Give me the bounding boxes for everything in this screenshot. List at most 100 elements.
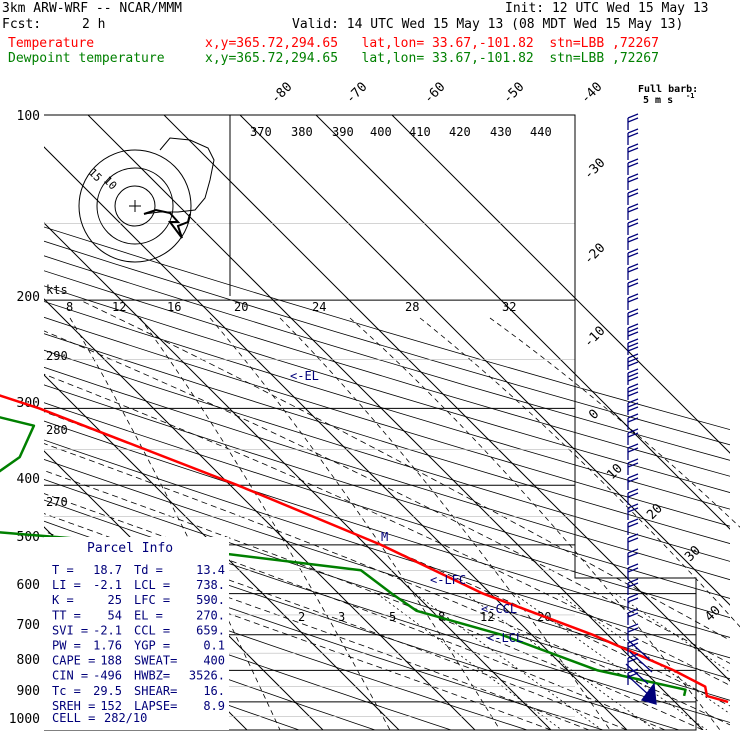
parcel-cell: 270. bbox=[196, 608, 225, 622]
dry-adiabat-310 bbox=[44, 458, 730, 680]
theta-label-410: 410 bbox=[409, 125, 431, 139]
p-label-500: 500 bbox=[17, 530, 40, 545]
wind-barb-flag bbox=[627, 612, 639, 618]
iso-label-m60: -60 bbox=[421, 80, 448, 107]
p-label-800: 800 bbox=[17, 653, 40, 668]
wind-barb-flag bbox=[627, 522, 639, 528]
parcel-cell: CIN = bbox=[52, 669, 88, 683]
parcel-cell: LI = bbox=[52, 578, 81, 592]
dewpoint-profile bbox=[0, 416, 687, 697]
wind-barb-flag bbox=[627, 402, 639, 408]
wind-barb-flag bbox=[627, 578, 639, 584]
wind-barb-flag bbox=[627, 218, 639, 224]
full-barb-label: Full barb: bbox=[638, 84, 698, 95]
parcel-cell: LFC = bbox=[134, 593, 170, 607]
wind-barb-flag bbox=[627, 597, 639, 603]
p-label-400: 400 bbox=[17, 472, 40, 487]
p-label-1000: 1000 bbox=[9, 712, 40, 727]
dry-adiabat-360 bbox=[44, 366, 730, 581]
wind-barb-flag bbox=[627, 533, 639, 539]
isotherm--20 bbox=[44, 298, 476, 730]
speed-label-16: 16 bbox=[167, 300, 181, 314]
speed-label-12: 12 bbox=[112, 300, 126, 314]
wind-barb-flag bbox=[627, 233, 639, 239]
wind-barb-flag bbox=[627, 627, 639, 633]
dry-adiabat-300 bbox=[44, 479, 730, 701]
dry-adiabat-380 bbox=[44, 333, 730, 545]
theta-label-420: 420 bbox=[449, 125, 471, 139]
parcel-info-box: Parcel Info T = 18.7 Td = 13.4 LI = -2.1 LCL =… bbox=[44, 537, 229, 730]
p-label-200: 200 bbox=[17, 290, 40, 305]
temperature-legend: Temperature bbox=[8, 36, 95, 51]
dry-adiabat-450 bbox=[44, 226, 730, 431]
wind-barb-flag bbox=[627, 132, 639, 138]
dry-adiabat-410 bbox=[44, 285, 730, 493]
wind-barb-flag bbox=[627, 503, 639, 509]
lcl-marker: <-LCL bbox=[487, 631, 523, 645]
wind-barb-flag bbox=[627, 406, 639, 412]
wind-barb-flag bbox=[627, 391, 639, 397]
hodograph-speed-line-2 bbox=[209, 317, 501, 731]
dry-adiabat-350 bbox=[44, 384, 730, 599]
wind-barb-flag bbox=[627, 383, 639, 389]
parcel-cell: HWBZ= bbox=[134, 669, 170, 683]
parcel-cell: 54 bbox=[108, 608, 122, 622]
iso-label-m40: -40 bbox=[578, 80, 605, 107]
wind-barb-flag bbox=[627, 518, 639, 524]
wind-barb-flag bbox=[627, 222, 639, 228]
parcel-cell: 16. bbox=[203, 684, 225, 698]
wind-barb-flag bbox=[627, 492, 639, 498]
dry-adiabat-330 bbox=[44, 420, 730, 638]
iso-label-10: 10 bbox=[604, 461, 626, 483]
parcel-cell: -2.1 bbox=[93, 578, 122, 592]
dry-adiabat-370 bbox=[44, 349, 730, 562]
p-label-900: 900 bbox=[17, 684, 40, 699]
isotherm-40 bbox=[315, 115, 730, 530]
wind-barb-flag bbox=[627, 447, 639, 453]
init-time: Init: 12 UTC Wed 15 May 13 bbox=[505, 1, 709, 16]
model-title: 3km ARW-WRF -- NCAR/MMM bbox=[2, 1, 183, 16]
wind-barb-flag bbox=[627, 338, 639, 344]
dry-adiabat-440 bbox=[44, 240, 730, 446]
isotherm-50 bbox=[391, 115, 730, 454]
wind-barb-flag bbox=[627, 293, 639, 299]
hodograph-speed-labels: 8 12 16 20 24 28 32 bbox=[66, 300, 516, 314]
lfc-marker: <-LFC bbox=[430, 573, 466, 587]
wind-barb-flag bbox=[627, 207, 639, 213]
parcel-cell: K = bbox=[52, 593, 74, 607]
dry-adiabat-420 bbox=[44, 270, 730, 477]
parcel-cell: EL = bbox=[134, 608, 163, 622]
diagram-border bbox=[44, 114, 697, 731]
theta-label-430: 430 bbox=[490, 125, 512, 139]
p-label-600: 600 bbox=[17, 578, 40, 593]
cell-label: CELL = bbox=[52, 711, 95, 725]
wind-barb-flag bbox=[627, 608, 639, 614]
hodograph: 15 10 kts 8 12 16 20 24 28 32 bbox=[46, 137, 516, 314]
wind-barb-flag bbox=[627, 177, 639, 183]
wind-barb-flag bbox=[627, 653, 639, 659]
parcel-cell: CCL = bbox=[134, 623, 170, 637]
hodograph-speed-line-3 bbox=[279, 317, 611, 731]
wind-barb-flag bbox=[627, 443, 639, 449]
wind-barb-flag bbox=[627, 203, 639, 209]
iso-label-m70: -70 bbox=[343, 80, 370, 107]
level-annotations: <-EL <-LFC <-CCL <-LCL M bbox=[290, 369, 523, 645]
wind-barb-flag bbox=[627, 297, 639, 303]
iso-label-m50: -50 bbox=[500, 80, 527, 107]
p-label-100: 100 bbox=[17, 109, 40, 124]
parcel-cell: YGP = bbox=[134, 639, 170, 653]
wind-barb-flag bbox=[627, 188, 639, 194]
p-label-700: 700 bbox=[17, 618, 40, 633]
wind-barb-flag bbox=[627, 342, 639, 348]
speed-label-28: 28 bbox=[405, 300, 419, 314]
speed-label-24: 24 bbox=[312, 300, 326, 314]
parcel-cell: 152 bbox=[100, 699, 122, 713]
surface-wind-barb bbox=[627, 639, 651, 661]
mix-label-12: 12 bbox=[480, 610, 494, 624]
iso-label-m20: -20 bbox=[581, 241, 608, 268]
parcel-cell: SVI = bbox=[52, 623, 88, 637]
hodograph-ring-5 bbox=[114, 185, 156, 227]
wind-barb-flag bbox=[627, 278, 639, 284]
wind-barb-flag bbox=[627, 567, 639, 573]
hodograph-ring-10 bbox=[96, 167, 174, 245]
